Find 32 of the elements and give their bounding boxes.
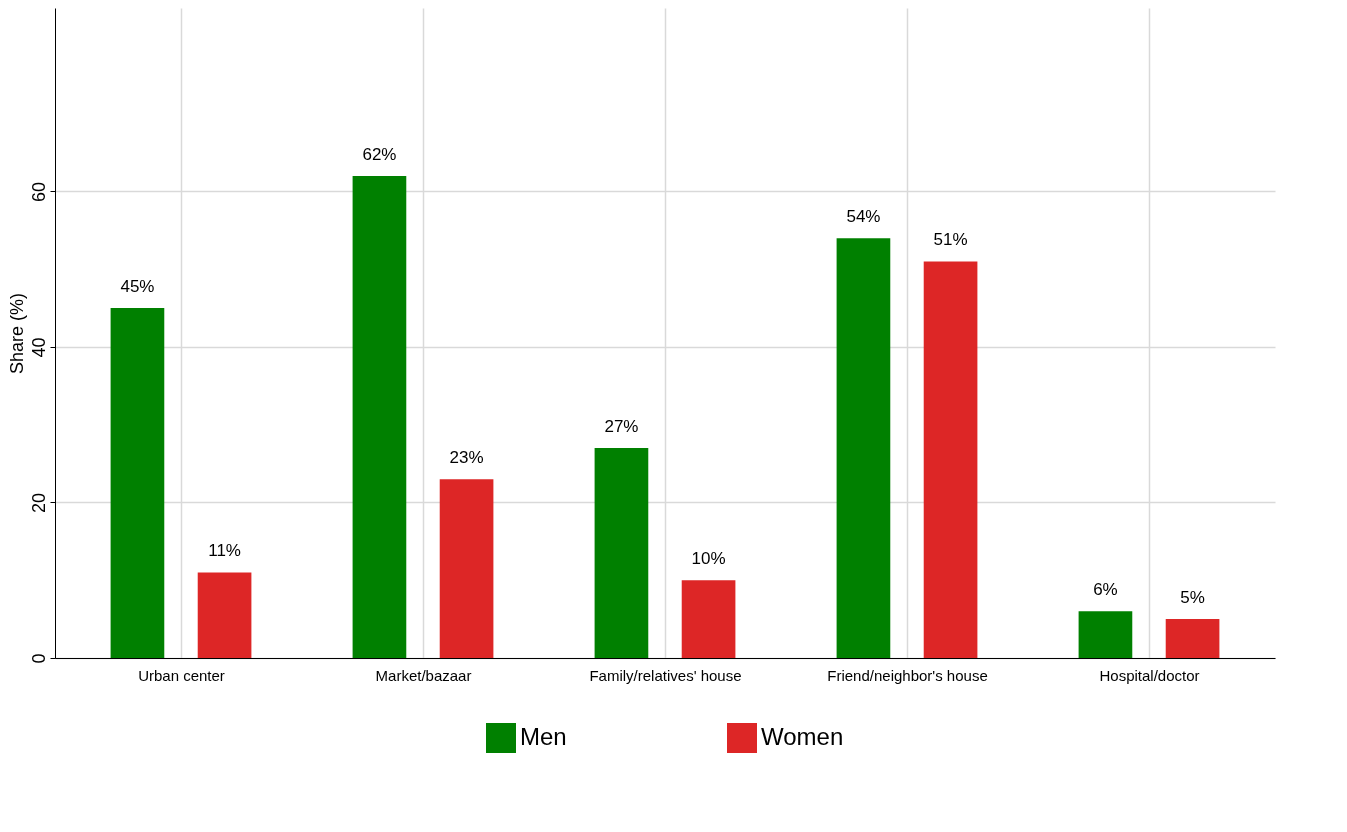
data-label: 62% — [362, 144, 397, 164]
data-label: 10% — [691, 549, 726, 569]
data-label: 45% — [120, 277, 155, 297]
bar — [1165, 619, 1220, 658]
y-tick-label: 20 — [28, 492, 49, 514]
data-label: 11% — [208, 541, 241, 561]
y-tick-label: 40 — [28, 337, 49, 358]
bar — [594, 448, 649, 658]
bar — [923, 261, 978, 658]
x-tick-label: Market/bazaar — [375, 666, 472, 684]
bar — [352, 175, 407, 658]
y-tick-label: 0 — [28, 653, 49, 664]
legend-label: Women — [761, 723, 844, 750]
bar — [1078, 611, 1133, 658]
x-tick-label: Family/relatives' house — [589, 666, 742, 684]
legend-label: Men — [520, 723, 567, 750]
x-tick-label: Friend/neighbor's house — [827, 666, 988, 684]
bar — [836, 238, 891, 658]
x-tick-label: Hospital/doctor — [1099, 666, 1200, 684]
data-label: 5% — [1180, 588, 1205, 608]
data-label: 6% — [1093, 580, 1118, 600]
bar — [681, 580, 736, 658]
bar — [439, 479, 494, 658]
bar — [110, 308, 165, 658]
bar — [197, 572, 252, 658]
y-tick-label: 60 — [28, 181, 49, 203]
data-label: 23% — [449, 448, 484, 468]
data-label: 27% — [604, 417, 639, 437]
x-tick-label: Urban center — [138, 666, 225, 684]
y-axis-title: Share (%) — [6, 292, 27, 375]
data-label: 54% — [846, 207, 881, 227]
data-label: 51% — [933, 230, 968, 250]
